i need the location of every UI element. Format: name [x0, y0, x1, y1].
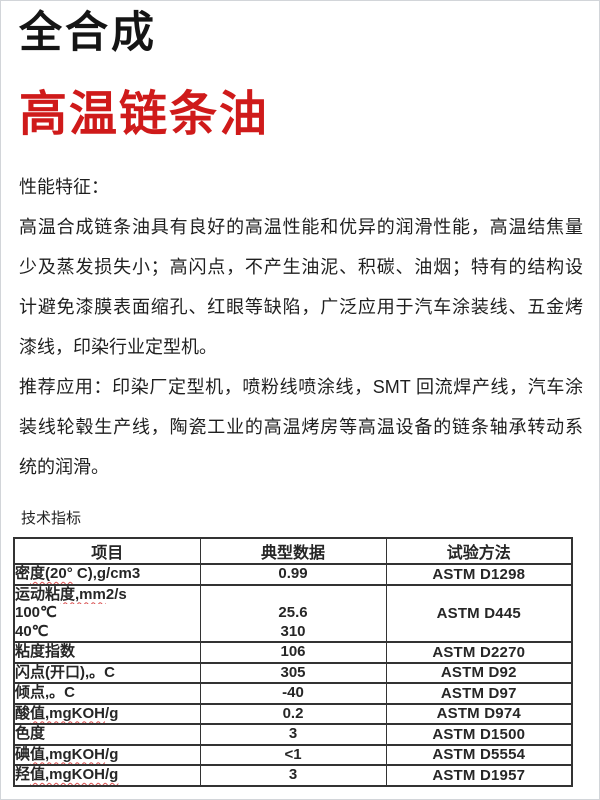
cell-text-line: 粘度指数	[15, 643, 76, 660]
typical-data-cell: 106	[199, 641, 387, 664]
spec-table-label: 技术指标	[21, 510, 82, 527]
performance-section-heading: 性能特征：	[19, 177, 109, 197]
test-method-cell: ASTM D1500	[385, 723, 573, 746]
typical-data-cell: 3	[199, 723, 387, 746]
text-line: 推荐应用：印染厂定型机，喷粉线喷涂线，SMT 回流焊产线，汽车涂	[19, 377, 583, 397]
table-row: 倾点,。C -40 ASTM D97	[13, 682, 573, 705]
typical-data-cell: 305	[199, 661, 387, 684]
cell-text-line: 3	[288, 766, 298, 783]
test-method-cell: ASTM D2270	[385, 641, 573, 664]
item-cell: 闪点(开口),。C	[13, 661, 201, 684]
applications-paragraph: 推荐应用：印染厂定型机，喷粉线喷涂线，SMT 回流焊产线，汽车涂 装线轮毂生产线，…	[19, 367, 583, 487]
text-line: 高温合成链条油具有良好的高温性能和优异的润滑性能，高温结焦量	[19, 217, 583, 237]
col-header-typical-data: 典型数据	[199, 537, 387, 565]
item-cell: 酸值,mgKOH/g	[13, 702, 201, 725]
cell-text-line: 酸值,mgKOH/g	[15, 704, 119, 722]
cell-text-line: <1	[284, 745, 302, 763]
typical-data-cell: 25.6 310	[199, 583, 387, 643]
col-header-item: 项目	[13, 537, 201, 565]
text-line: 少及蒸发损失小；高闪点，不产生油泥、积碳、油烟；特有的结构设	[19, 257, 583, 277]
test-method-cell: ASTM D445	[385, 583, 573, 643]
table-row: 运动粘度,mm2/s 100℃ 40℃ 25.6 310 ASTM D445	[13, 583, 573, 643]
test-method-cell: ASTM D92	[385, 661, 573, 684]
spellcheck-underline: 值,mgKOH	[30, 704, 106, 722]
test-method-cell: ASTM D1298	[385, 563, 573, 586]
item-cell: 色度	[13, 723, 201, 746]
table-row: 碘值,mgKOH/g <1 ASTM D5554	[13, 743, 573, 766]
cell-text-line: 100℃	[15, 604, 57, 621]
typical-data-cell: 0.2	[199, 702, 387, 725]
spellcheck-underline: 度(20°	[30, 565, 73, 582]
cell-text-line	[201, 586, 386, 605]
item-cell: 倾点,。C	[13, 682, 201, 705]
spec-table-body: 密度(20° C),g/cm3 0.99 ASTM D1298 运动粘度,mm2/s 1…	[13, 563, 573, 787]
typical-data-cell: <1	[199, 743, 387, 766]
cell-text-line: 运动粘度,mm2/s	[15, 585, 127, 603]
spellcheck-underline: 值,mgKOH/g	[30, 766, 119, 783]
body-text-block: 性能特征： 高温合成链条油具有良好的高温性能和优异的润滑性能，高温结焦量 少及蒸发…	[19, 167, 583, 487]
table-row: 羟值,mgKOH/g 3 ASTM D1957	[13, 764, 573, 787]
cell-text-line: 碘值,mgKOH/g	[15, 745, 119, 763]
cell-text-line: -40	[282, 684, 304, 701]
table-row: 粘度指数 106 ASTM D2270	[13, 641, 573, 664]
typical-data-cell: 3	[199, 764, 387, 787]
test-method-cell: ASTM D974	[385, 702, 573, 725]
text-line: 统的润滑。	[19, 457, 109, 477]
typical-data-cell: 0.99	[199, 563, 387, 586]
item-cell: 运动粘度,mm2/s 100℃ 40℃	[13, 583, 201, 643]
item-cell: 密度(20° C),g/cm3	[13, 563, 201, 586]
text-line: 装线轮毂生产线，陶瓷工业的高温烤房等高温设备的链条轴承转动系	[19, 417, 583, 437]
test-method-cell: ASTM D1957	[385, 764, 573, 787]
product-title-line2: 高温链条油	[19, 88, 270, 141]
cell-text-line: 倾点,。C	[15, 684, 76, 701]
cell-text-line: 106	[280, 643, 306, 660]
item-cell: 粘度指数	[13, 641, 201, 664]
test-method-cell: ASTM D97	[385, 682, 573, 705]
cell-text-line: 闪点(开口),。C	[15, 663, 115, 681]
table-row: 酸值,mgKOH/g 0.2 ASTM D974	[13, 702, 573, 725]
cell-text-line: 305	[280, 663, 306, 681]
cell-text-line: 3	[288, 725, 298, 742]
cell-text-line: 310	[280, 622, 306, 640]
cell-text-line: 羟值,mgKOH/g	[15, 766, 119, 783]
text-line: 漆线，印染行业定型机。	[19, 337, 217, 357]
cell-text-line: 0.2	[282, 704, 304, 722]
cell-text-line: 25.6	[278, 604, 308, 621]
col-header-test-method: 试验方法	[385, 537, 573, 565]
cell-text-line: 0.99	[278, 565, 308, 582]
spellcheck-underline: 度,mm	[60, 585, 106, 603]
text-line: 计避免漆膜表面缩孔、红眼等缺陷，广泛应用于汽车涂装线、五金烤	[19, 297, 583, 317]
cell-text-line: 40℃	[15, 622, 49, 640]
performance-paragraph: 高温合成链条油具有良好的高温性能和优异的润滑性能，高温结焦量 少及蒸发损失小；高闪…	[19, 207, 583, 367]
item-cell: 碘值,mgKOH/g	[13, 743, 201, 766]
product-title-line1: 全合成	[19, 9, 157, 57]
table-row: 密度(20° C),g/cm3 0.99 ASTM D1298	[13, 563, 573, 586]
spec-table: 项目 典型数据 试验方法 密度(20° C),g/cm3 0.99 ASTM D12…	[13, 537, 573, 787]
item-cell: 羟值,mgKOH/g	[13, 764, 201, 787]
spec-table-header-row: 项目 典型数据 试验方法	[13, 537, 573, 565]
table-row: 色度 3 ASTM D1500	[13, 723, 573, 746]
typical-data-cell: -40	[199, 682, 387, 705]
test-method-cell: ASTM D5554	[385, 743, 573, 766]
cell-text-line: 色度	[15, 725, 46, 742]
table-row: 闪点(开口),。C 305 ASTM D92	[13, 661, 573, 684]
spellcheck-underline: 值,mgKOH	[30, 745, 106, 763]
cell-text-line: 密度(20° C),g/cm3	[15, 565, 141, 582]
